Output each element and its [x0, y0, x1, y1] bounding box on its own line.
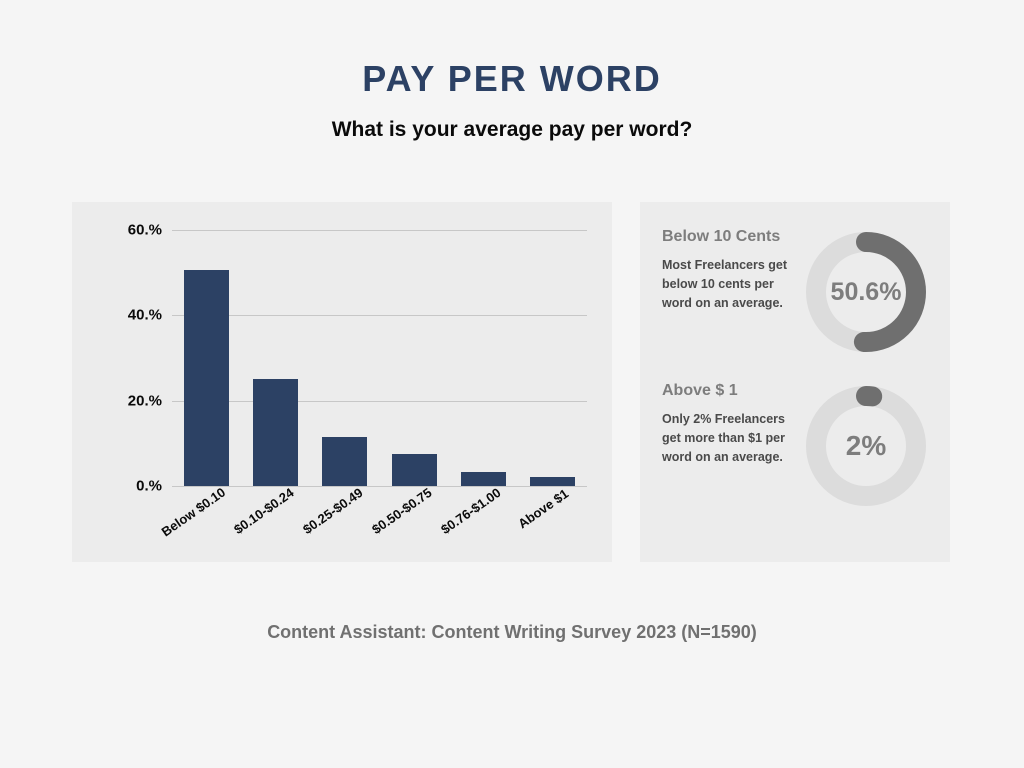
page-subtitle: What is your average pay per word?	[0, 118, 1024, 142]
bar	[461, 472, 506, 487]
x-tick-label: Below $0.10	[158, 485, 228, 540]
donut-chart: 2%	[802, 382, 930, 510]
footer-caption: Content Assistant: Content Writing Surve…	[0, 622, 1024, 643]
y-tick-label: 0.%	[136, 478, 162, 495]
bar	[392, 454, 437, 486]
x-tick-label: $0.10-$0.24	[231, 485, 296, 537]
gridline	[172, 230, 587, 231]
bar	[530, 477, 575, 486]
stat-title: Below 10 Cents	[662, 228, 788, 246]
x-tick-label: $0.50-$0.75	[369, 485, 434, 537]
page-title: PAY PER WORD	[0, 0, 1024, 100]
y-tick-label: 20.%	[128, 392, 162, 409]
bar-chart-panel: 0.%20.%40.%60.%Below $0.10$0.10-$0.24$0.…	[72, 202, 612, 562]
stats-panel: Below 10 Cents Most Freelancers get below…	[640, 202, 950, 562]
stat-desc: Most Freelancers get below 10 cents per …	[662, 256, 788, 312]
gridline	[172, 401, 587, 402]
donut-percent-label: 2%	[802, 382, 930, 510]
stat-title: Above $ 1	[662, 382, 788, 400]
y-tick-label: 40.%	[128, 307, 162, 324]
gridline	[172, 486, 587, 487]
bar	[253, 379, 298, 486]
bar	[322, 437, 367, 486]
stat-desc: Only 2% Freelancers get more than $1 per…	[662, 410, 788, 466]
bar-chart-plot: 0.%20.%40.%60.%Below $0.10$0.10-$0.24$0.…	[172, 230, 587, 486]
donut-chart: 50.6%	[802, 228, 930, 356]
stat-text: Below 10 Cents Most Freelancers get below…	[662, 228, 788, 312]
gridline	[172, 315, 587, 316]
donut-percent-label: 50.6%	[802, 228, 930, 356]
bar	[184, 270, 229, 486]
y-tick-label: 60.%	[128, 222, 162, 239]
stat-block: Above $ 1 Only 2% Freelancers get more th…	[662, 382, 930, 510]
x-tick-label: $0.25-$0.49	[300, 485, 365, 537]
stat-text: Above $ 1 Only 2% Freelancers get more th…	[662, 382, 788, 466]
x-tick-label: $0.76-$1.00	[438, 485, 503, 537]
stat-block: Below 10 Cents Most Freelancers get below…	[662, 228, 930, 356]
x-tick-label: Above $1	[516, 486, 572, 531]
content-row: 0.%20.%40.%60.%Below $0.10$0.10-$0.24$0.…	[0, 202, 1024, 562]
